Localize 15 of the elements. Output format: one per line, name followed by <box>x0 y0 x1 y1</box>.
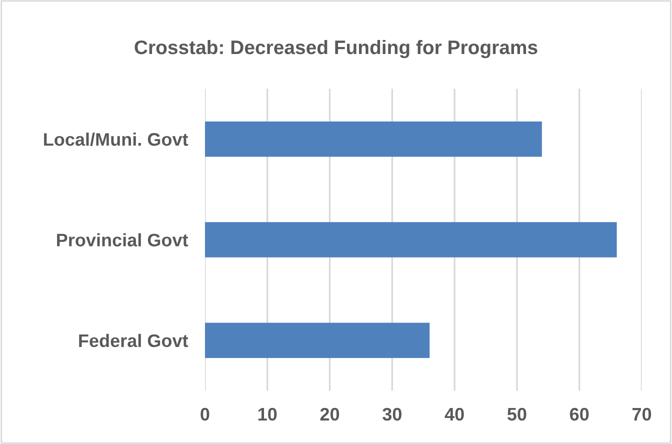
x-tick-label: 20 <box>320 408 340 421</box>
bar <box>204 322 430 358</box>
y-tick-label: Local/Muni. Govt <box>44 132 188 146</box>
x-tick-label: 10 <box>258 408 277 421</box>
x-tick-label: 50 <box>507 408 526 421</box>
x-tick-label: 60 <box>570 408 589 421</box>
x-tick-label: 0 <box>200 408 210 421</box>
y-tick-label: Provincial Govt <box>57 233 188 246</box>
x-tick-label: 30 <box>382 408 402 421</box>
chart-title: Crosstab: Decreased Funding for Programs <box>134 40 538 58</box>
x-tick-label: 70 <box>632 408 652 421</box>
bar <box>204 122 542 157</box>
bar <box>204 222 617 258</box>
x-tick-label: 40 <box>444 408 464 421</box>
y-tick-label: Federal Govt <box>79 334 188 348</box>
